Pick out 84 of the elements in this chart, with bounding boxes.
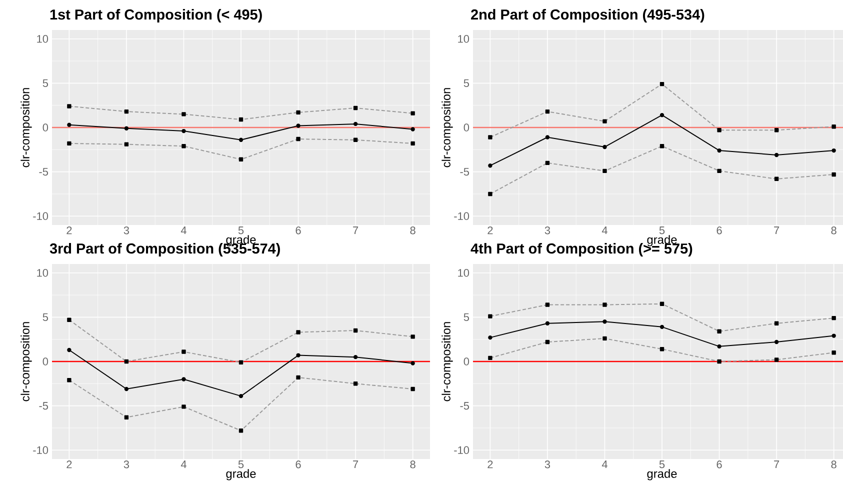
point bbox=[124, 386, 129, 392]
y-tick-label: -5 bbox=[460, 402, 470, 410]
point bbox=[410, 361, 415, 366]
point bbox=[717, 344, 722, 349]
point bbox=[774, 340, 779, 344]
y-axis-title: clr-composition bbox=[442, 322, 453, 402]
y-tick-label: 10 bbox=[37, 268, 48, 277]
x-tick-label: 8 bbox=[831, 226, 836, 234]
chart-title: 1st Part of Composition (< 495) bbox=[50, 9, 262, 22]
point bbox=[296, 124, 300, 128]
x-tick-label: 2 bbox=[488, 460, 493, 468]
x-tick-label: 8 bbox=[831, 460, 836, 468]
x-tick-label: 4 bbox=[602, 226, 608, 234]
point bbox=[545, 135, 550, 140]
x-tick-label: 6 bbox=[716, 460, 722, 468]
x-tick-label: 6 bbox=[296, 226, 301, 234]
y-tick-label: 5 bbox=[464, 313, 470, 322]
x-tick-label: 4 bbox=[602, 460, 608, 468]
y-tick-label: 5 bbox=[42, 313, 48, 322]
x-tick-label: 5 bbox=[238, 460, 244, 468]
y-tick-label: 0 bbox=[42, 358, 48, 366]
point bbox=[488, 335, 492, 340]
x-tick-label: 5 bbox=[659, 460, 665, 468]
x-tick-label: 4 bbox=[180, 460, 186, 468]
point bbox=[410, 127, 415, 132]
point bbox=[296, 353, 300, 358]
point bbox=[238, 394, 244, 398]
y-axis-title: clr-composition bbox=[442, 88, 453, 168]
x-tick-label: 6 bbox=[716, 226, 722, 234]
point bbox=[660, 112, 664, 118]
y-tick-label: 5 bbox=[464, 79, 470, 88]
point bbox=[353, 122, 358, 126]
point bbox=[67, 122, 72, 127]
y-tick-label: -5 bbox=[39, 402, 48, 410]
point bbox=[602, 144, 607, 150]
point bbox=[238, 138, 244, 142]
x-tick-label: 8 bbox=[410, 226, 416, 234]
x-axis-title: grade bbox=[647, 469, 677, 480]
x-tick-label: 7 bbox=[774, 226, 780, 234]
y-tick-label: 5 bbox=[42, 79, 48, 88]
point bbox=[182, 377, 186, 382]
x-axis-title: grade bbox=[226, 469, 256, 480]
point bbox=[124, 126, 129, 130]
y-axis-title: clr-composition bbox=[20, 88, 32, 168]
y-tick-label: 0 bbox=[464, 124, 470, 132]
x-tick-label: 7 bbox=[353, 226, 358, 234]
x-tick-label: 5 bbox=[659, 226, 665, 234]
y-tick-label: 10 bbox=[37, 34, 48, 43]
point bbox=[353, 354, 358, 360]
x-tick-label: 8 bbox=[410, 460, 416, 468]
x-tick-label: 3 bbox=[544, 226, 550, 234]
y-tick-label: -10 bbox=[454, 446, 470, 454]
point bbox=[545, 321, 550, 326]
y-tick-label: 10 bbox=[458, 34, 470, 43]
y-tick-label: -5 bbox=[39, 168, 48, 176]
point bbox=[717, 148, 722, 153]
point bbox=[774, 152, 779, 158]
point bbox=[488, 164, 492, 168]
x-tick-label: 2 bbox=[66, 226, 72, 234]
x-tick-label: 6 bbox=[296, 460, 301, 468]
y-axis-title: clr-composition bbox=[20, 322, 32, 402]
y-tick-label: -5 bbox=[460, 168, 470, 176]
y-tick-label: 10 bbox=[458, 268, 470, 277]
point bbox=[182, 128, 186, 134]
x-tick-label: 2 bbox=[488, 226, 493, 234]
x-tick-label: 5 bbox=[238, 226, 244, 234]
x-tick-label: 3 bbox=[544, 460, 550, 468]
point bbox=[832, 148, 836, 153]
x-tick-label: 7 bbox=[353, 460, 358, 468]
y-tick-label: 0 bbox=[42, 124, 48, 132]
y-tick-label: -10 bbox=[33, 446, 48, 454]
x-tick-label: 3 bbox=[124, 460, 130, 468]
y-tick-label: -10 bbox=[454, 212, 470, 220]
point bbox=[602, 320, 607, 324]
point bbox=[67, 348, 72, 352]
x-tick-label: 2 bbox=[66, 460, 72, 468]
point bbox=[660, 324, 664, 330]
y-tick-label: -10 bbox=[33, 212, 48, 220]
x-tick-label: 7 bbox=[774, 460, 780, 468]
x-tick-label: 4 bbox=[180, 226, 186, 234]
x-tick-label: 3 bbox=[124, 226, 130, 234]
y-tick-label: 0 bbox=[464, 358, 470, 366]
chart-title: 2nd Part of Composition (495-534) bbox=[471, 9, 704, 22]
point bbox=[832, 334, 836, 338]
